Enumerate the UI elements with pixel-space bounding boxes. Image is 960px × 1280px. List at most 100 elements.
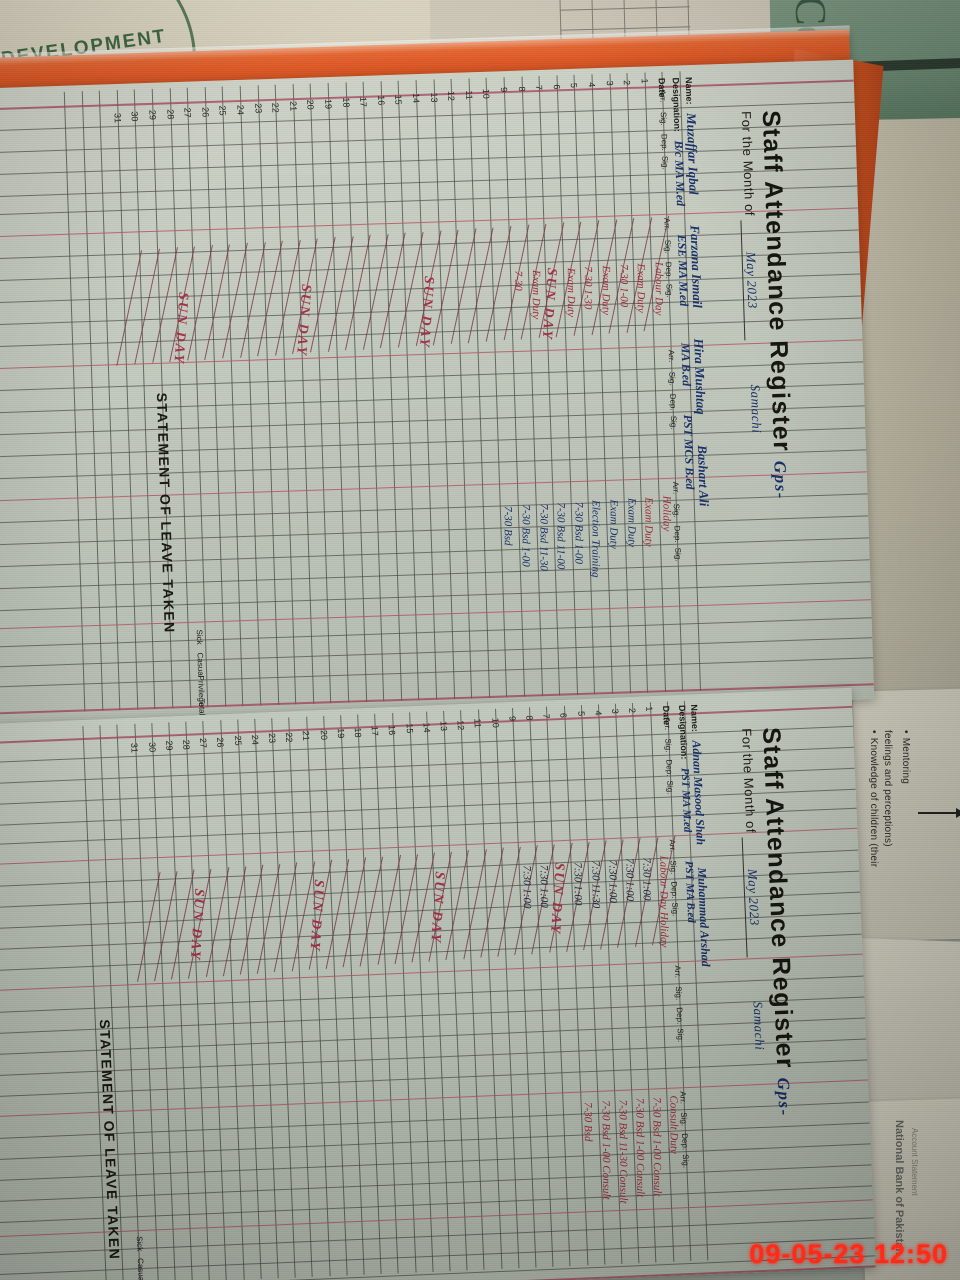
row-label-date: 25 [217,105,228,116]
page2-designation-2: PST MA B.ed [682,860,698,924]
row-label-date: 17 [369,725,381,737]
sunday-annotation: SUN DAY [186,887,207,962]
column-header-dep: Dep. [680,1133,690,1151]
row-label-date: 22 [270,102,281,113]
row-label-date: 3 [610,708,621,714]
attendance-note: 7-30 Bsd [581,1101,595,1141]
attendance-entry: 7-30 [512,270,525,292]
sunday-annotation: SUN DAY [293,283,314,358]
attendance-note: Consult Duty [667,1095,681,1154]
column-header-dep: Dep. [669,881,680,899]
column-header-sig: Sig. [662,239,673,254]
table-row-line [609,73,631,694]
leave-column-total: Total [196,698,207,716]
column-header-arr: Arr. [662,717,673,731]
row-label-date: 10 [481,88,492,99]
attendance-entry: Exam Duty [564,267,577,317]
row-label-date: 28 [164,108,176,120]
row-label-date: 11 [472,718,484,729]
row-label-date: 19 [323,98,334,110]
page1-designation-4: PST MCS B.ed [680,414,698,490]
attendance-note: 7-30 Bsd 1-00 [519,504,532,568]
attendance-entry: 7:30 1:00 [640,856,653,900]
sunday-annotation: SUN DAY [306,879,327,953]
page1-designation-3: MA B.ed [678,342,694,387]
page2-month-value: May 2023 [741,837,764,958]
column-header-sig: Sig. [673,547,683,562]
attendance-note: Exam Duty [625,498,638,548]
row-label-date: 2 [627,707,638,713]
table-row-line [538,75,561,696]
row-label-date: 22 [284,731,295,743]
column-header-dep: Dep. [674,1007,685,1025]
attendance-entry: 7:30 1:00 [623,858,636,902]
table-row-line [397,80,420,701]
table-subcolumn-line [0,807,857,846]
table-row-line [626,73,649,693]
column-header-sig: Sig. [663,738,674,753]
table-column-line [0,599,872,630]
row-label-date: 6 [558,712,569,718]
table-row-line [433,79,455,700]
column-header-dep: Dep. [659,133,669,151]
table-row-line [556,75,578,696]
table-row-line [222,86,244,707]
page1-month-value: May 2023 [740,220,762,341]
handout-bullet-1-line2: feelings and perceptions) [882,730,893,847]
attendance-note: 7-30 Bsd 1-00 Consult [650,1096,664,1196]
attendance-entry: 7:30 1:00 [606,859,619,903]
attendance-note: Holiday [660,495,673,532]
attendance-note: Exam Duty [607,499,620,549]
row-label-date: 13 [428,91,439,103]
register-page-bottom: Date 1 2 3 4 5 6 7 8 9 10 11 12 13 14 15 16 17 18 19 20 21 22 2… [0,687,876,1280]
camera-timestamp: 09-05-23 12:50 [749,1239,948,1269]
row-label-date: 23 [252,103,264,114]
attendance-entry: 7-30 1-00 [617,264,630,308]
row-label-date: 27 [198,737,209,749]
sunday-annotation: SUN DAY [416,275,437,350]
row-label-date: 28 [181,739,192,750]
attendance-note: 7-30 Bsd 11-00 [554,502,567,570]
page1-name-4: Bashart Ali [694,444,712,507]
row-label-date: 29 [163,740,175,751]
row-label-date: 2 [621,79,632,85]
column-header-arr: Arr. [666,349,676,363]
table-subcolumn-line [0,1164,872,1203]
page1-school-hand: Gps- [770,460,791,501]
row-label-date: 24 [235,104,246,115]
table-row-line [134,89,156,710]
table-row-line [239,85,262,706]
attendance-note: Election Training [589,500,603,578]
row-label-date: 9 [498,87,509,93]
table-column-line [0,827,858,866]
row-label-date: 4 [586,81,597,88]
row-label-date: 27 [182,107,193,119]
column-header-sig: Sig. [668,860,679,875]
row-label-date: 21 [287,101,299,112]
table-row-line [380,81,402,701]
register-page-top: Date 1 2 3 4 5 6 7 8 9 10 11 12 13 14 15 16 17 18 19 20 21 22 2… [0,59,875,729]
row-label-date: 7 [533,85,545,91]
table-subcolumn-line [0,1101,869,1140]
column-header-sig: Sig. [665,780,675,795]
column-header-sig: Sig. [658,111,669,126]
row-label-date: 13 [438,720,449,732]
attendance-note: 7-30 Bsd 1-00 Consult [599,1100,612,1200]
row-label-date: 8 [516,86,527,92]
table-column-line [0,1199,873,1238]
column-header-sig: Sig. [679,1112,689,1127]
row-label-date: 18 [340,97,351,108]
row-label-date: 19 [335,728,346,739]
attendance-entry: Exam Duty [529,269,542,320]
table-row-line [274,84,297,705]
table-row-line [98,90,121,711]
column-header-sig: Sig. [660,155,670,170]
row-label-date: 30 [146,741,158,752]
row-label-date: 14 [421,721,432,733]
row-label-date: 3 [604,80,615,86]
leave-column-sick: Sick [194,629,205,645]
page1-designation-2: ESE MA M.ed [674,234,692,307]
sunday-annotation: SUN DAY [170,291,191,366]
row-label-date: 12 [455,719,467,730]
